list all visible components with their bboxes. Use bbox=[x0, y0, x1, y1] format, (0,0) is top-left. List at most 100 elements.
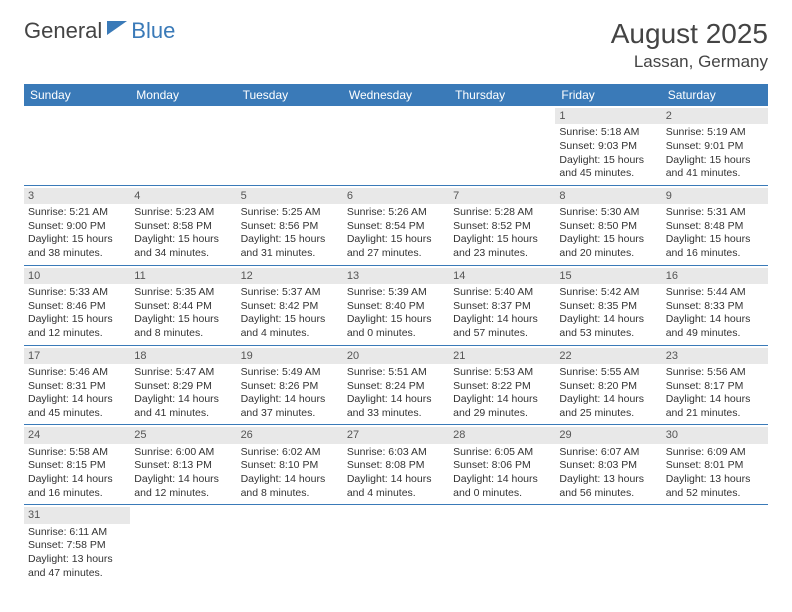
daylight-line: Daylight: 14 hours and 8 minutes. bbox=[241, 473, 339, 500]
day-number: 3 bbox=[24, 188, 130, 204]
daylight-line: Daylight: 14 hours and 45 minutes. bbox=[28, 393, 126, 420]
calendar-empty-cell bbox=[130, 505, 236, 584]
calendar-empty-cell bbox=[343, 505, 449, 584]
calendar-empty-cell bbox=[555, 505, 661, 584]
daylight-line: Daylight: 15 hours and 12 minutes. bbox=[28, 313, 126, 340]
daylight-line: Daylight: 15 hours and 45 minutes. bbox=[559, 154, 657, 181]
day-number: 10 bbox=[24, 268, 130, 284]
sunrise-line: Sunrise: 6:03 AM bbox=[347, 446, 445, 460]
calendar-day-cell: 31Sunrise: 6:11 AMSunset: 7:58 PMDayligh… bbox=[24, 505, 130, 584]
weekday-header-cell: Friday bbox=[555, 84, 661, 106]
calendar-day-cell: 30Sunrise: 6:09 AMSunset: 8:01 PMDayligh… bbox=[662, 425, 768, 504]
calendar-week-row: 17Sunrise: 5:46 AMSunset: 8:31 PMDayligh… bbox=[24, 346, 768, 426]
day-number: 28 bbox=[449, 427, 555, 443]
weekday-header-cell: Thursday bbox=[449, 84, 555, 106]
calendar-empty-cell bbox=[449, 505, 555, 584]
calendar-day-cell: 29Sunrise: 6:07 AMSunset: 8:03 PMDayligh… bbox=[555, 425, 661, 504]
daylight-line: Daylight: 15 hours and 31 minutes. bbox=[241, 233, 339, 260]
weekday-header-cell: Tuesday bbox=[237, 84, 343, 106]
calendar-week-row: 3Sunrise: 5:21 AMSunset: 9:00 PMDaylight… bbox=[24, 186, 768, 266]
sunrise-line: Sunrise: 6:11 AM bbox=[28, 526, 126, 540]
daylight-line: Daylight: 15 hours and 38 minutes. bbox=[28, 233, 126, 260]
sunrise-line: Sunrise: 5:26 AM bbox=[347, 206, 445, 220]
sunrise-line: Sunrise: 5:25 AM bbox=[241, 206, 339, 220]
calendar-week-row: 10Sunrise: 5:33 AMSunset: 8:46 PMDayligh… bbox=[24, 266, 768, 346]
sunset-line: Sunset: 8:31 PM bbox=[28, 380, 126, 394]
calendar-day-cell: 10Sunrise: 5:33 AMSunset: 8:46 PMDayligh… bbox=[24, 266, 130, 345]
sunset-line: Sunset: 8:24 PM bbox=[347, 380, 445, 394]
calendar-empty-cell bbox=[237, 106, 343, 185]
sunset-line: Sunset: 8:06 PM bbox=[453, 459, 551, 473]
sunset-line: Sunset: 8:13 PM bbox=[134, 459, 232, 473]
calendar-day-cell: 15Sunrise: 5:42 AMSunset: 8:35 PMDayligh… bbox=[555, 266, 661, 345]
calendar-day-cell: 28Sunrise: 6:05 AMSunset: 8:06 PMDayligh… bbox=[449, 425, 555, 504]
calendar-empty-cell bbox=[343, 106, 449, 185]
calendar-day-cell: 4Sunrise: 5:23 AMSunset: 8:58 PMDaylight… bbox=[130, 186, 236, 265]
sunrise-line: Sunrise: 6:05 AM bbox=[453, 446, 551, 460]
sunrise-line: Sunrise: 5:46 AM bbox=[28, 366, 126, 380]
sunset-line: Sunset: 8:50 PM bbox=[559, 220, 657, 234]
day-number: 23 bbox=[662, 348, 768, 364]
sunset-line: Sunset: 8:22 PM bbox=[453, 380, 551, 394]
calendar-day-cell: 26Sunrise: 6:02 AMSunset: 8:10 PMDayligh… bbox=[237, 425, 343, 504]
daylight-line: Daylight: 15 hours and 8 minutes. bbox=[134, 313, 232, 340]
calendar-day-cell: 2Sunrise: 5:19 AMSunset: 9:01 PMDaylight… bbox=[662, 106, 768, 185]
daylight-line: Daylight: 15 hours and 34 minutes. bbox=[134, 233, 232, 260]
weekday-header-row: SundayMondayTuesdayWednesdayThursdayFrid… bbox=[24, 84, 768, 106]
daylight-line: Daylight: 14 hours and 57 minutes. bbox=[453, 313, 551, 340]
sunset-line: Sunset: 8:48 PM bbox=[666, 220, 764, 234]
day-number: 29 bbox=[555, 427, 661, 443]
sunset-line: Sunset: 7:58 PM bbox=[28, 539, 126, 553]
sunset-line: Sunset: 9:03 PM bbox=[559, 140, 657, 154]
sunrise-line: Sunrise: 5:39 AM bbox=[347, 286, 445, 300]
day-number: 15 bbox=[555, 268, 661, 284]
day-number: 2 bbox=[662, 108, 768, 124]
location-label: Lassan, Germany bbox=[611, 52, 768, 72]
calendar-day-cell: 13Sunrise: 5:39 AMSunset: 8:40 PMDayligh… bbox=[343, 266, 449, 345]
sunrise-line: Sunrise: 6:07 AM bbox=[559, 446, 657, 460]
daylight-line: Daylight: 14 hours and 41 minutes. bbox=[134, 393, 232, 420]
sunset-line: Sunset: 9:01 PM bbox=[666, 140, 764, 154]
day-number: 5 bbox=[237, 188, 343, 204]
daylight-line: Daylight: 13 hours and 56 minutes. bbox=[559, 473, 657, 500]
calendar-day-cell: 7Sunrise: 5:28 AMSunset: 8:52 PMDaylight… bbox=[449, 186, 555, 265]
logo: General Blue bbox=[24, 18, 175, 44]
sunset-line: Sunset: 8:54 PM bbox=[347, 220, 445, 234]
weekday-header-cell: Wednesday bbox=[343, 84, 449, 106]
day-number: 12 bbox=[237, 268, 343, 284]
day-number: 30 bbox=[662, 427, 768, 443]
sunset-line: Sunset: 8:08 PM bbox=[347, 459, 445, 473]
logo-text-general: General bbox=[24, 18, 102, 44]
day-number: 24 bbox=[24, 427, 130, 443]
sunrise-line: Sunrise: 5:18 AM bbox=[559, 126, 657, 140]
daylight-line: Daylight: 15 hours and 23 minutes. bbox=[453, 233, 551, 260]
daylight-line: Daylight: 14 hours and 25 minutes. bbox=[559, 393, 657, 420]
day-number: 18 bbox=[130, 348, 236, 364]
sunset-line: Sunset: 8:29 PM bbox=[134, 380, 232, 394]
calendar-day-cell: 18Sunrise: 5:47 AMSunset: 8:29 PMDayligh… bbox=[130, 346, 236, 425]
day-number: 16 bbox=[662, 268, 768, 284]
sunset-line: Sunset: 8:01 PM bbox=[666, 459, 764, 473]
logo-text-blue: Blue bbox=[131, 18, 175, 44]
sunset-line: Sunset: 8:10 PM bbox=[241, 459, 339, 473]
calendar-week-row: 24Sunrise: 5:58 AMSunset: 8:15 PMDayligh… bbox=[24, 425, 768, 505]
sunrise-line: Sunrise: 5:56 AM bbox=[666, 366, 764, 380]
calendar-day-cell: 24Sunrise: 5:58 AMSunset: 8:15 PMDayligh… bbox=[24, 425, 130, 504]
day-number: 17 bbox=[24, 348, 130, 364]
day-number: 20 bbox=[343, 348, 449, 364]
sunrise-line: Sunrise: 5:35 AM bbox=[134, 286, 232, 300]
calendar-empty-cell bbox=[449, 106, 555, 185]
calendar-day-cell: 23Sunrise: 5:56 AMSunset: 8:17 PMDayligh… bbox=[662, 346, 768, 425]
calendar-day-cell: 19Sunrise: 5:49 AMSunset: 8:26 PMDayligh… bbox=[237, 346, 343, 425]
sunrise-line: Sunrise: 5:51 AM bbox=[347, 366, 445, 380]
weekday-header-cell: Monday bbox=[130, 84, 236, 106]
sunrise-line: Sunrise: 5:42 AM bbox=[559, 286, 657, 300]
sunset-line: Sunset: 8:17 PM bbox=[666, 380, 764, 394]
calendar-day-cell: 22Sunrise: 5:55 AMSunset: 8:20 PMDayligh… bbox=[555, 346, 661, 425]
sunset-line: Sunset: 8:37 PM bbox=[453, 300, 551, 314]
daylight-line: Daylight: 13 hours and 47 minutes. bbox=[28, 553, 126, 580]
day-number: 26 bbox=[237, 427, 343, 443]
calendar-day-cell: 3Sunrise: 5:21 AMSunset: 9:00 PMDaylight… bbox=[24, 186, 130, 265]
sunset-line: Sunset: 8:46 PM bbox=[28, 300, 126, 314]
calendar-day-cell: 27Sunrise: 6:03 AMSunset: 8:08 PMDayligh… bbox=[343, 425, 449, 504]
